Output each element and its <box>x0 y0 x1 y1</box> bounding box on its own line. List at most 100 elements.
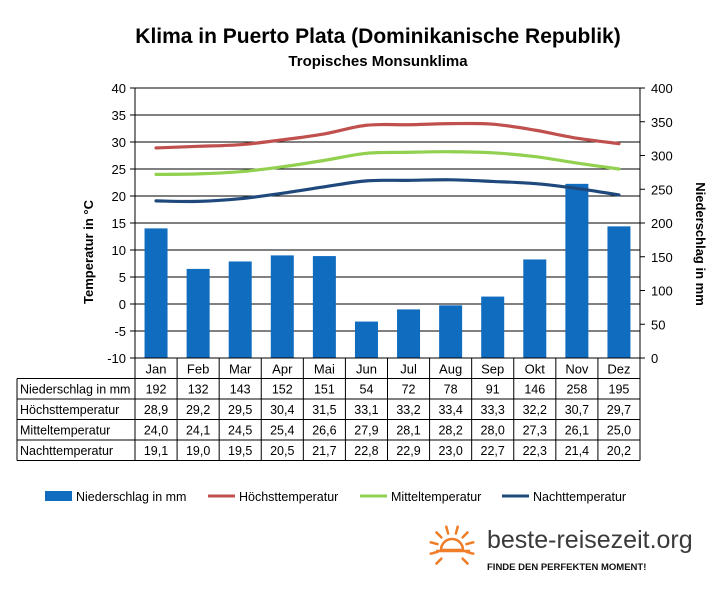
x-tick-label: Aug <box>439 362 462 377</box>
table-cell: 24,5 <box>228 424 252 438</box>
table-cell: 32,2 <box>523 403 547 417</box>
sun-ray <box>429 550 439 555</box>
y-tick-label-left: 0 <box>119 297 126 312</box>
table-cell: 24,0 <box>144 424 168 438</box>
table-cell: 30,7 <box>565 403 589 417</box>
y-tick-label-left: 15 <box>112 216 126 231</box>
table-cell: 146 <box>524 383 545 397</box>
table-cell: 143 <box>230 383 251 397</box>
table-row-header: Höchsttemperatur <box>20 403 119 417</box>
table-cell: 72 <box>402 383 416 397</box>
brand-logo: beste-reisezeit.org FINDE DEN PERFEKTEN … <box>429 525 693 573</box>
sun-ray <box>454 525 459 535</box>
table-cell: 29,7 <box>607 403 631 417</box>
y-tick-label-right: 150 <box>651 250 673 265</box>
table-cell: 25,0 <box>607 424 631 438</box>
y-tick-label-left: 10 <box>112 243 126 258</box>
precipitation-bars <box>144 183 631 358</box>
y-tick-label-left: -10 <box>107 351 126 366</box>
table-cell: 27,9 <box>354 424 378 438</box>
table-cell: 19,0 <box>186 444 210 458</box>
table-cell: 21,4 <box>565 444 589 458</box>
y-tick-label-right: 100 <box>651 284 673 299</box>
x-tick-label: Jan <box>146 362 167 377</box>
precipitation-bar <box>439 305 463 358</box>
temperature-line <box>154 178 621 204</box>
temperature-lines <box>154 121 621 204</box>
table-cell: 33,4 <box>438 403 462 417</box>
x-tick-label: Sep <box>481 362 504 377</box>
sun-ray <box>465 550 475 555</box>
brand-slogan: FINDE DEN PERFEKTEN MOMENT! <box>487 562 646 573</box>
table-cell: 132 <box>188 383 209 397</box>
table-cell: 26,6 <box>312 424 336 438</box>
precipitation-bar <box>228 261 252 358</box>
table-cell: 258 <box>566 383 587 397</box>
table-cell: 33,3 <box>481 403 505 417</box>
y-tick-label-right: 0 <box>651 351 658 366</box>
sun-ray <box>435 557 443 565</box>
table-cell: 33,1 <box>354 403 378 417</box>
y-tick-label-left: 20 <box>112 189 126 204</box>
sun-ray <box>461 557 469 565</box>
table-cell: 31,5 <box>312 403 336 417</box>
table-cell: 20,2 <box>607 444 631 458</box>
y-axis-left-label: Temperatur in °C <box>81 199 96 304</box>
table-cell: 28,2 <box>438 424 462 438</box>
table-cell: 25,4 <box>270 424 294 438</box>
table-cell: 22,9 <box>396 444 420 458</box>
precipitation-bar <box>312 256 336 358</box>
sun-disc <box>439 537 465 552</box>
precipitation-bar <box>397 309 421 358</box>
x-tick-label: Apr <box>272 362 293 377</box>
sun-ray <box>435 531 443 539</box>
chart-subtitle: Tropisches Monsunklima <box>288 53 468 70</box>
y-tick-label-left: -5 <box>114 324 126 339</box>
y-tick-label-left: 35 <box>112 108 126 123</box>
precipitation-bar <box>354 321 378 358</box>
table-cell: 78 <box>444 383 458 397</box>
y-tick-label-right: 300 <box>651 149 673 164</box>
table-cell: 152 <box>272 383 293 397</box>
y-tick-label-left: 30 <box>112 135 126 150</box>
temperature-line <box>154 150 621 176</box>
chart-title: Klima in Puerto Plata (Dominikanische Re… <box>135 25 620 48</box>
y-tick-label-left: 5 <box>119 270 126 285</box>
data-table: Jan Feb Mar Apr Mai Jun Jul Aug Sep Okt Nov Dez Nied… <box>16 357 641 461</box>
table-row-header: Mitteltemperatur <box>20 424 110 438</box>
sun-ray <box>461 531 469 539</box>
table-cell: 19,1 <box>144 444 168 458</box>
precipitation-bar <box>186 268 210 358</box>
table-cell: 33,2 <box>396 403 420 417</box>
legend-label: Niederschlag in mm <box>76 490 186 504</box>
table-cell: 28,9 <box>144 403 168 417</box>
x-tick-label: Okt <box>525 362 546 377</box>
axes: 4035302520151050-5-104003503002502001501… <box>107 81 673 366</box>
table-cell: 151 <box>314 383 335 397</box>
legend: Niederschlag in mm Höchsttemperatur Mittel… <box>45 490 626 504</box>
table-cell: 29,2 <box>186 403 210 417</box>
sun-ray <box>465 541 475 546</box>
x-tick-label: Jul <box>400 362 417 377</box>
y-tick-label-right: 50 <box>651 317 665 332</box>
x-tick-label: Dez <box>607 362 630 377</box>
precipitation-bar <box>144 228 168 358</box>
brand-name: beste-reisezeit.org <box>487 526 693 554</box>
legend-label: Höchsttemperatur <box>239 490 338 504</box>
x-tick-label: Nov <box>565 362 589 377</box>
table-cell: 192 <box>146 383 167 397</box>
table-cell: 19,5 <box>228 444 252 458</box>
table-cell: 20,5 <box>270 444 294 458</box>
plot-grid <box>135 87 640 359</box>
precipitation-bar <box>270 255 294 358</box>
legend-label: Mitteltemperatur <box>391 490 481 504</box>
table-cell: 28,1 <box>396 424 420 438</box>
precipitation-bar <box>565 183 589 358</box>
temperature-line <box>154 121 621 150</box>
precipitation-bar <box>523 259 547 358</box>
x-tick-label: Jun <box>356 362 377 377</box>
y-tick-label-right: 400 <box>651 81 673 96</box>
y-tick-label-left: 25 <box>112 162 126 177</box>
legend-label: Nachttemperatur <box>533 490 626 504</box>
